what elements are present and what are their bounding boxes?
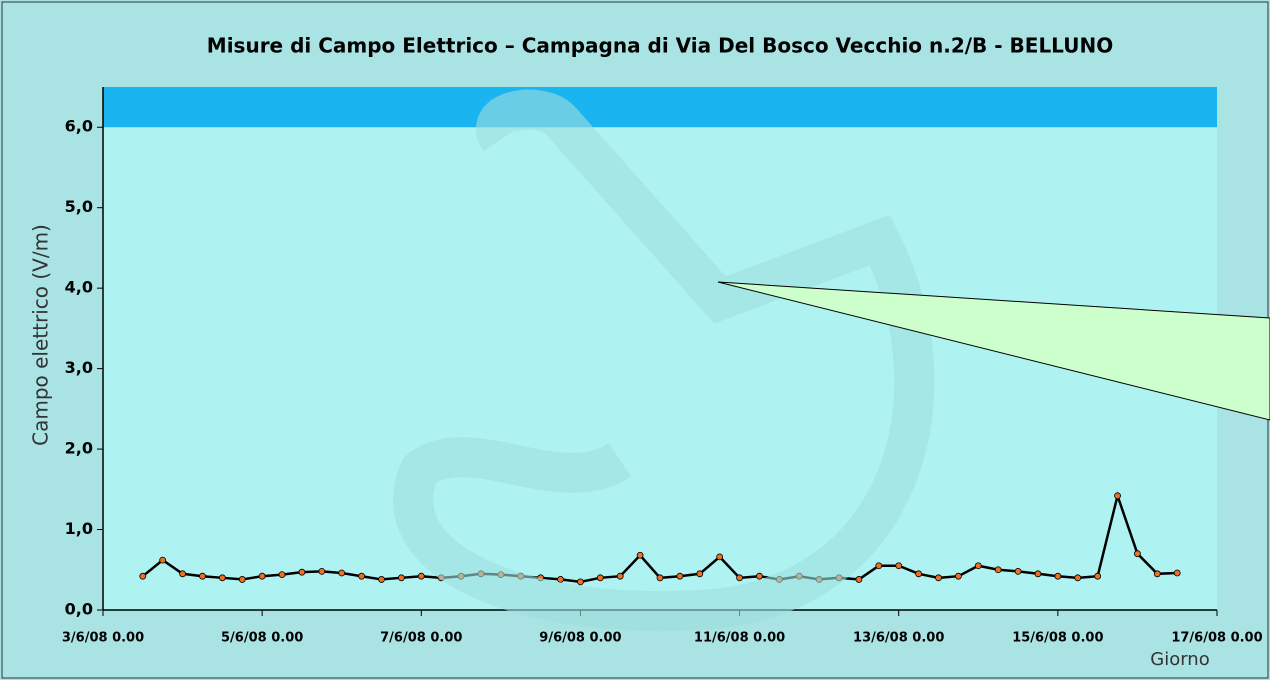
- y-axis-label: Campo elettrico (V/m): [29, 224, 53, 446]
- data-point: [160, 557, 166, 563]
- x-tick-label: 9/6/08 0.00: [539, 631, 621, 646]
- data-point: [1174, 570, 1180, 576]
- data-point: [717, 554, 723, 560]
- x-tick-label: 15/6/08 0.00: [1012, 631, 1103, 646]
- x-tick-label: 7/6/08 0.00: [380, 631, 462, 646]
- x-axis-label: Giorno: [1150, 649, 1209, 670]
- data-point: [1055, 573, 1061, 579]
- data-point: [379, 576, 385, 582]
- x-tick-label: 3/6/08 0.00: [62, 631, 144, 646]
- data-point: [876, 563, 882, 569]
- data-point: [577, 579, 583, 585]
- y-tick-label: 1,0: [65, 519, 93, 538]
- data-point: [259, 573, 265, 579]
- data-point: [677, 573, 683, 579]
- data-point: [1095, 573, 1101, 579]
- data-point: [140, 573, 146, 579]
- data-point: [199, 573, 205, 579]
- data-point: [1015, 568, 1021, 574]
- x-tick-label: 17/6/08 0.00: [1171, 631, 1262, 646]
- data-point: [756, 573, 762, 579]
- limit-band: [103, 87, 1217, 127]
- y-tick-label: 2,0: [65, 439, 93, 458]
- data-point: [975, 563, 981, 569]
- chart-title: Misure di Campo Elettrico – Campagna di …: [207, 34, 1113, 58]
- data-point: [558, 576, 564, 582]
- data-point: [617, 573, 623, 579]
- data-point: [916, 571, 922, 577]
- x-tick-label: 13/6/08 0.00: [853, 631, 944, 646]
- data-point: [1115, 493, 1121, 499]
- data-point: [359, 573, 365, 579]
- data-point: [418, 573, 424, 579]
- data-point: [995, 567, 1001, 573]
- data-point: [239, 576, 245, 582]
- data-point: [896, 563, 902, 569]
- data-point: [955, 573, 961, 579]
- y-tick-label: 0,0: [65, 600, 93, 619]
- y-tick-label: 3,0: [65, 358, 93, 377]
- data-point: [1035, 571, 1041, 577]
- data-point: [1134, 551, 1140, 557]
- x-tick-label: 11/6/08 0.00: [694, 631, 785, 646]
- x-tick-label: 5/6/08 0.00: [221, 631, 303, 646]
- y-tick-label: 6,0: [65, 117, 93, 136]
- data-point: [180, 571, 186, 577]
- data-point: [856, 576, 862, 582]
- data-point: [339, 570, 345, 576]
- data-point: [299, 569, 305, 575]
- data-point: [597, 575, 603, 581]
- data-point: [637, 552, 643, 558]
- chart: 0,0 1,0 2,0 3,0 4,0 5,0 6,0 3/6/08 0.00 5/6/08 0…: [0, 0, 1270, 680]
- data-point: [936, 575, 942, 581]
- data-point: [737, 575, 743, 581]
- data-point: [1075, 575, 1081, 581]
- y-tick-label: 4,0: [65, 278, 93, 297]
- data-point: [1154, 571, 1160, 577]
- data-point: [279, 572, 285, 578]
- data-point: [697, 571, 703, 577]
- data-point: [398, 575, 404, 581]
- data-point: [219, 575, 225, 581]
- y-tick-label: 5,0: [65, 197, 93, 216]
- data-point: [319, 568, 325, 574]
- data-point: [657, 575, 663, 581]
